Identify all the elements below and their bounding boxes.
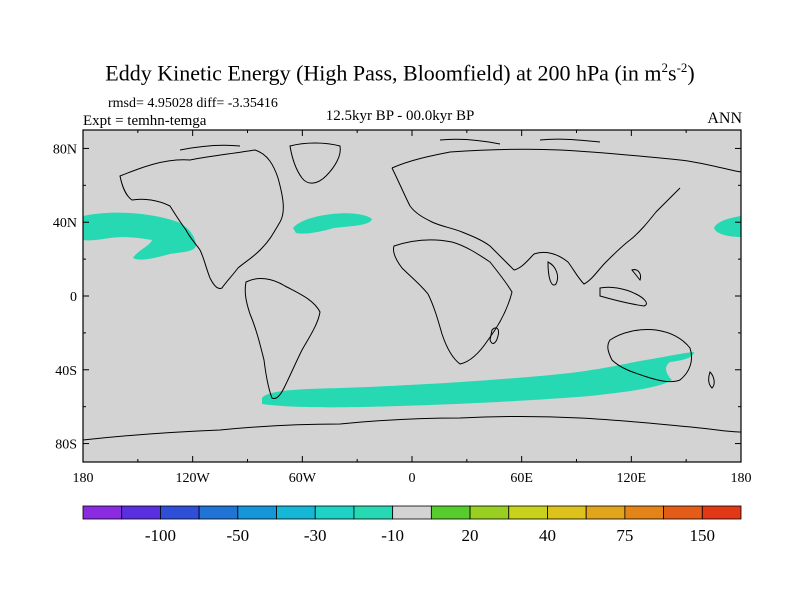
southern-ocean-storm-track — [262, 352, 694, 408]
colorbar-swatch — [508, 505, 548, 520]
lon-tick-label: 60E — [510, 471, 533, 486]
colorbar-label: 40 — [539, 526, 556, 545]
colorbar-swatch — [701, 505, 742, 520]
colorbar-swatch — [198, 505, 239, 520]
lon-tick-label: 0 — [409, 471, 416, 486]
colorbar-label: 150 — [690, 526, 716, 545]
colorbar-swatch — [469, 505, 510, 520]
north-pacific-storm-track-east — [714, 216, 741, 237]
colorbar-label: -50 — [226, 526, 249, 545]
lon-tick-label: 120W — [176, 471, 211, 486]
colorbar-label: -30 — [304, 526, 327, 545]
colorbar-swatch — [547, 505, 587, 520]
lat-tick-label: 0 — [70, 290, 77, 305]
colorbar-label: -10 — [381, 526, 404, 545]
colorbar-swatch — [276, 505, 316, 520]
colorbar-label: 20 — [462, 526, 479, 545]
season-label: ANN — [707, 110, 742, 127]
stats-label: rmsd= 4.95028 diff= -3.35416 — [108, 96, 278, 111]
lon-tick-label: 120E — [617, 471, 647, 486]
colorbar-swatch — [160, 505, 200, 520]
colorbar — [82, 505, 742, 520]
colorbar-swatch — [237, 505, 277, 520]
lon-tick-label: 180 — [731, 471, 752, 486]
north-atlantic-storm-track — [293, 213, 372, 234]
period-label: 12.5kyr BP - 00.0kyr BP — [325, 108, 475, 124]
north-pacific-storm-track — [83, 212, 196, 260]
lon-tick-label: 60W — [289, 471, 317, 486]
colorbar-label: 75 — [616, 526, 633, 545]
colorbar-swatch — [392, 505, 432, 520]
colorbar-swatch — [353, 505, 394, 520]
colorbar-swatch — [82, 505, 123, 520]
colorbar-swatch — [663, 505, 703, 520]
colorbar-swatch — [585, 505, 626, 520]
colorbar-swatch — [121, 505, 161, 520]
lat-tick-label: 40N — [53, 216, 77, 231]
colorbar-swatch — [314, 505, 355, 520]
map-background — [83, 130, 741, 462]
lat-tick-label: 40S — [55, 364, 77, 379]
experiment-label: Expt = temhn-temga — [83, 113, 207, 129]
plot-title: Eddy Kinetic Energy (High Pass, Bloomfie… — [105, 60, 695, 86]
lon-tick-label: 180 — [73, 471, 94, 486]
coastlines — [82, 138, 742, 441]
colorbar-swatch — [624, 505, 664, 520]
colorbar-label: -100 — [145, 526, 176, 545]
colorbar-swatch — [430, 505, 471, 520]
lat-tick-label: 80S — [55, 438, 77, 453]
lat-tick-label: 80N — [53, 142, 77, 157]
